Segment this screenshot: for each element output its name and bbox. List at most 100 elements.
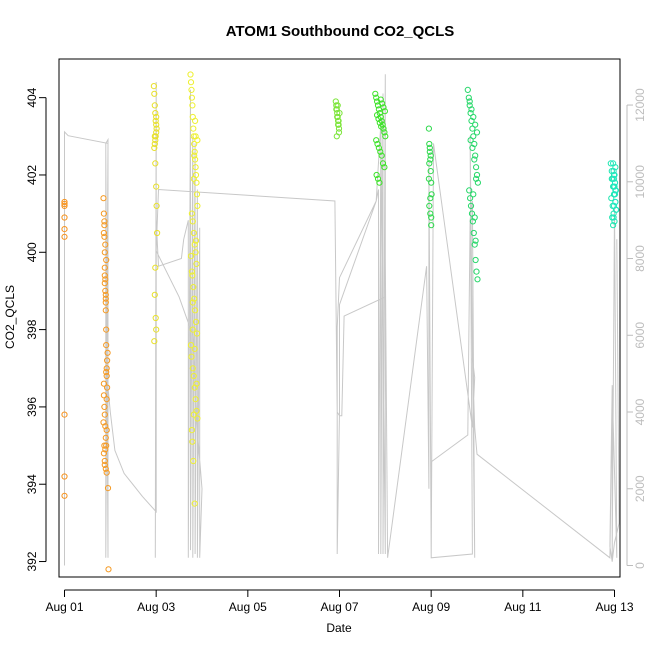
x-tick-label: Aug 05	[229, 600, 267, 614]
data-point	[472, 121, 479, 128]
data-point	[189, 365, 196, 372]
data-point	[189, 326, 196, 333]
data-point	[102, 287, 109, 294]
data-point	[191, 148, 198, 155]
y-tick-label: 396	[25, 397, 39, 417]
data-point	[425, 125, 432, 132]
data-point	[190, 125, 197, 132]
data-point	[373, 171, 380, 179]
x-tick-label: Aug 09	[412, 600, 450, 614]
data-point	[610, 214, 617, 221]
data-point	[194, 415, 201, 422]
data-point	[374, 140, 381, 148]
altitude-layer	[64, 74, 620, 566]
data-point	[191, 152, 198, 159]
chart-title: ATOM1 Southbound CO2_QCLS	[226, 23, 455, 40]
data-point	[473, 175, 480, 182]
data-point	[376, 119, 383, 126]
data-point	[467, 202, 475, 209]
data-point	[101, 411, 108, 418]
y2-tick-label: 8000	[633, 245, 647, 272]
data-point	[611, 218, 618, 225]
data-point	[193, 260, 200, 267]
data-point	[101, 457, 108, 465]
data-point	[152, 137, 159, 144]
data-point	[378, 152, 385, 159]
data-point	[153, 183, 160, 190]
data-point	[100, 380, 108, 387]
x-axis-label: Date	[326, 621, 352, 635]
data-point	[473, 164, 480, 171]
data-point	[378, 117, 385, 125]
data-point	[472, 237, 479, 244]
y-axis-label: CO2_QCLS	[3, 285, 17, 349]
data-point	[471, 214, 478, 221]
data-point	[192, 249, 199, 256]
data-point	[191, 500, 198, 507]
data-point	[192, 396, 199, 403]
y-tick-label: 392	[25, 551, 39, 571]
data-point	[102, 295, 109, 302]
data-point	[61, 492, 68, 499]
data-point	[380, 104, 387, 111]
data-point	[190, 457, 197, 465]
data-point	[192, 117, 199, 125]
data-point	[377, 148, 384, 155]
data-point	[471, 156, 478, 163]
data-point	[61, 411, 68, 418]
data-point	[382, 133, 389, 140]
data-point	[100, 229, 108, 237]
y-tick-label: 398	[25, 319, 39, 339]
data-point	[102, 276, 109, 283]
data-point	[335, 117, 342, 125]
data-point	[190, 411, 197, 418]
data-point	[470, 229, 477, 237]
data-point	[189, 438, 196, 445]
data-point	[102, 423, 109, 430]
data-point	[102, 307, 109, 314]
data-point	[153, 121, 160, 128]
data-point	[473, 129, 481, 136]
data-point	[103, 427, 110, 434]
data-point	[61, 214, 68, 221]
data-point	[468, 106, 475, 113]
data-point	[467, 195, 474, 202]
data-point	[607, 160, 614, 167]
data-point	[470, 191, 477, 198]
data-point	[187, 253, 195, 260]
data-point	[379, 160, 387, 167]
data-point	[192, 156, 199, 163]
data-point	[192, 307, 199, 314]
data-point	[61, 198, 68, 206]
data-point	[101, 233, 108, 240]
data-point	[190, 133, 197, 140]
data-point	[151, 144, 158, 151]
y-tick-label: 394	[25, 474, 39, 494]
data-point	[474, 276, 481, 283]
axes-layer: Aug 01 Aug 03 Aug 05 Aug 07 Aug 09 Aug 11 Aug …	[25, 87, 647, 613]
data-point	[377, 96, 384, 103]
data-point	[381, 129, 388, 136]
data-point	[102, 299, 109, 306]
data-point	[189, 272, 196, 279]
data-point	[105, 566, 112, 573]
data-point	[464, 86, 471, 94]
data-point	[610, 168, 617, 175]
data-point	[426, 148, 433, 155]
data-point	[428, 222, 435, 229]
data-point	[150, 83, 157, 90]
data-point	[103, 256, 110, 264]
data-point	[152, 314, 159, 322]
x-tick-label: Aug 01	[45, 600, 83, 614]
data-point	[61, 473, 68, 480]
data-point	[466, 187, 473, 194]
data-point	[610, 175, 618, 182]
data-point	[374, 175, 382, 182]
y-tick-label: 400	[25, 242, 39, 262]
data-point	[101, 218, 108, 225]
data-point	[102, 434, 109, 441]
data-point	[103, 326, 110, 333]
data-point	[187, 79, 195, 86]
y2-tick-label: 0	[633, 562, 647, 569]
data-point	[379, 100, 386, 107]
